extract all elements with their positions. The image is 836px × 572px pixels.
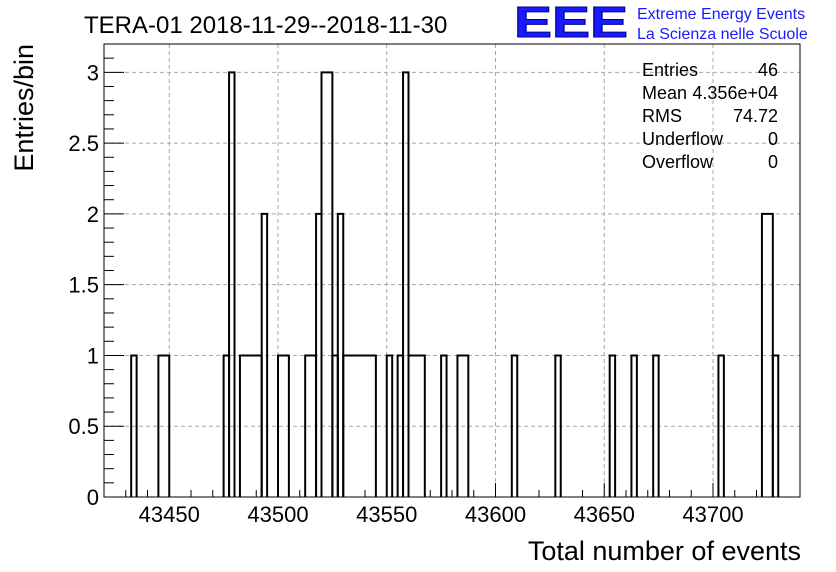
x-tick-label: 43650 xyxy=(574,502,635,527)
logo-line2: La Scienza nelle Scuole xyxy=(637,26,808,43)
y-tick-label: 3 xyxy=(87,60,99,85)
histogram-bin xyxy=(260,212,269,497)
x-tick-label: 43700 xyxy=(682,502,743,527)
histogram-bin xyxy=(652,354,660,497)
histogram-bin xyxy=(228,71,236,497)
stat-label: Mean xyxy=(642,83,687,103)
histogram-bin xyxy=(402,71,410,497)
y-axis-label: Entries/bin xyxy=(9,44,39,172)
x-tick-labels: 43450 43500 43550 43600 43650 43700 xyxy=(139,502,744,527)
histogram-bin xyxy=(157,354,171,497)
histogram-bin xyxy=(510,354,519,497)
histogram-bin xyxy=(130,354,138,497)
histogram-bin xyxy=(717,354,725,497)
grid xyxy=(104,44,800,497)
histogram-bars xyxy=(130,71,780,497)
x-tick-label: 43550 xyxy=(356,502,417,527)
stat-label: Underflow xyxy=(642,129,724,149)
axis-ticks xyxy=(103,43,801,498)
stat-label: RMS xyxy=(642,106,682,126)
y-tick-label: 0 xyxy=(87,485,99,510)
histogram-bin xyxy=(385,354,394,497)
logo-mark: EEE xyxy=(514,0,628,47)
y-tick-label: 0.5 xyxy=(68,414,99,439)
stat-label: Entries xyxy=(642,60,698,80)
histogram-bin xyxy=(407,354,426,497)
x-axis-label: Total number of events xyxy=(528,536,801,566)
chart-title: TERA-01 2018-11-29--2018-11-30 xyxy=(84,12,447,39)
histogram-bin xyxy=(771,354,780,497)
y-tick-label: 2 xyxy=(87,202,99,227)
y-tick-label: 1 xyxy=(87,343,99,368)
histogram-bin xyxy=(277,354,290,497)
plot-frame xyxy=(103,43,801,498)
stat-value: 0 xyxy=(768,152,778,172)
x-tick-label: 43450 xyxy=(139,502,200,527)
logo-line1: Extreme Energy Events xyxy=(637,6,805,23)
histogram-bin xyxy=(608,354,617,497)
histogram-bin xyxy=(554,354,562,497)
histogram-bin xyxy=(440,354,448,497)
stat-value: 4.356e+04 xyxy=(692,83,778,103)
stat-value: 46 xyxy=(758,60,778,80)
logo: EEE Extreme Energy Events La Scienza nel… xyxy=(514,0,808,48)
y-tick-labels: 0 0.5 1 1.5 2 2.5 3 xyxy=(68,60,99,510)
histogram-bin xyxy=(320,71,334,497)
y-tick-label: 1.5 xyxy=(68,273,99,298)
histogram-bin xyxy=(630,354,638,497)
stat-label: Overflow xyxy=(642,152,714,172)
histogram-bin xyxy=(342,354,377,497)
stat-value: 74.72 xyxy=(733,106,778,126)
x-tick-label: 43600 xyxy=(465,502,526,527)
stats-box: Entries 46 Mean 4.356e+04 RMS 74.72 Underflow 0… xyxy=(642,60,778,172)
x-tick-label: 43500 xyxy=(247,502,308,527)
y-tick-label: 2.5 xyxy=(68,131,99,156)
stat-value: 0 xyxy=(768,129,778,149)
histogram-bin xyxy=(456,354,470,497)
